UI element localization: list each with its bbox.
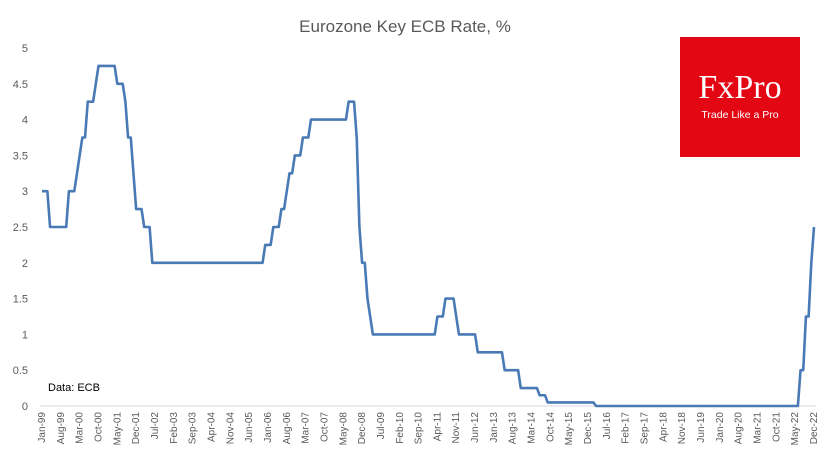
x-tick-label: Dec-01 — [131, 412, 142, 445]
x-tick-label: May-08 — [338, 412, 349, 446]
x-tick-label: Apr-11 — [432, 412, 443, 442]
x-tick-label: Mar-00 — [75, 412, 86, 444]
x-tick-label: Feb-03 — [169, 412, 180, 444]
y-tick-label: 1.5 — [13, 294, 28, 306]
x-tick-label: Jul-16 — [602, 412, 613, 440]
x-tick-label: Mar-07 — [301, 412, 312, 444]
y-tick-label: 1 — [22, 329, 28, 341]
x-tick-label: Mar-21 — [753, 412, 764, 444]
x-tick-label: Feb-17 — [621, 412, 632, 444]
x-tick-label: Aug-20 — [734, 412, 745, 445]
x-tick-label: Dec-08 — [357, 412, 368, 445]
x-tick-label: Jul-02 — [150, 412, 161, 440]
x-tick-label: Dec-15 — [583, 412, 594, 445]
y-tick-label: 2.5 — [13, 222, 28, 234]
x-tick-label: May-01 — [112, 412, 123, 446]
x-tick-label: Mar-14 — [527, 412, 538, 444]
x-tick-label: Oct-21 — [771, 412, 782, 442]
x-tick-label: Feb-10 — [395, 412, 406, 444]
y-tick-label: 4 — [22, 115, 28, 127]
logo-wordmark: FxPro — [698, 69, 782, 106]
x-tick-label: Nov-04 — [225, 412, 236, 445]
y-tick-label: 0.5 — [13, 365, 28, 377]
x-tick-label: Apr-04 — [206, 412, 217, 442]
fxpro-logo: FxPro Trade Like a Pro — [680, 37, 800, 157]
y-tick-label: 2 — [22, 258, 28, 270]
x-tick-label: Sep-03 — [188, 412, 199, 445]
x-tick-label: Jan-20 — [715, 412, 726, 443]
x-tick-label: May-22 — [790, 412, 801, 446]
x-axis: Jan-99 Aug-99 Mar-00 Oct-00 May-01 Dec-01 Jul-… — [37, 412, 820, 446]
x-tick-label: Oct-14 — [545, 412, 556, 442]
x-tick-label: Aug-06 — [282, 412, 293, 445]
source-note: Data: ECB — [48, 382, 100, 394]
x-tick-label: Nov-18 — [677, 412, 688, 445]
x-tick-label: Aug-13 — [508, 412, 519, 445]
x-tick-label: May-15 — [564, 412, 575, 446]
x-tick-label: Jan-13 — [489, 412, 500, 443]
x-tick-label: Sep-10 — [414, 412, 425, 445]
x-tick-label: Aug-99 — [56, 412, 67, 445]
y-tick-label: 0 — [22, 401, 28, 413]
x-tick-label: Oct-07 — [319, 412, 330, 442]
series-line — [42, 64, 816, 408]
x-tick-label: Apr-18 — [658, 412, 669, 442]
logo-tagline: Trade Like a Pro — [701, 109, 779, 121]
x-tick-label: Jan-06 — [263, 412, 274, 443]
x-tick-label: Dec-22 — [809, 412, 820, 445]
x-tick-label: Jun-05 — [244, 412, 255, 443]
y-axis: 0 0.5 1 1.5 2 2.5 3 3.5 4 4.5 5 — [13, 43, 28, 413]
x-tick-label: Jul-09 — [376, 412, 387, 440]
x-tick-label: Oct-00 — [93, 412, 104, 442]
x-tick-label: Jan-99 — [37, 412, 48, 443]
y-tick-label: 4.5 — [13, 79, 28, 91]
y-tick-label: 5 — [22, 43, 28, 55]
x-tick-label: Nov-11 — [451, 412, 462, 444]
chart-title: Eurozone Key ECB Rate, % — [299, 17, 511, 36]
y-tick-label: 3 — [22, 186, 28, 198]
x-tick-label: Jun-12 — [470, 412, 481, 443]
y-tick-label: 3.5 — [13, 150, 28, 162]
x-tick-label: Sep-17 — [640, 412, 651, 445]
x-tick-label: Jun-19 — [696, 412, 707, 443]
